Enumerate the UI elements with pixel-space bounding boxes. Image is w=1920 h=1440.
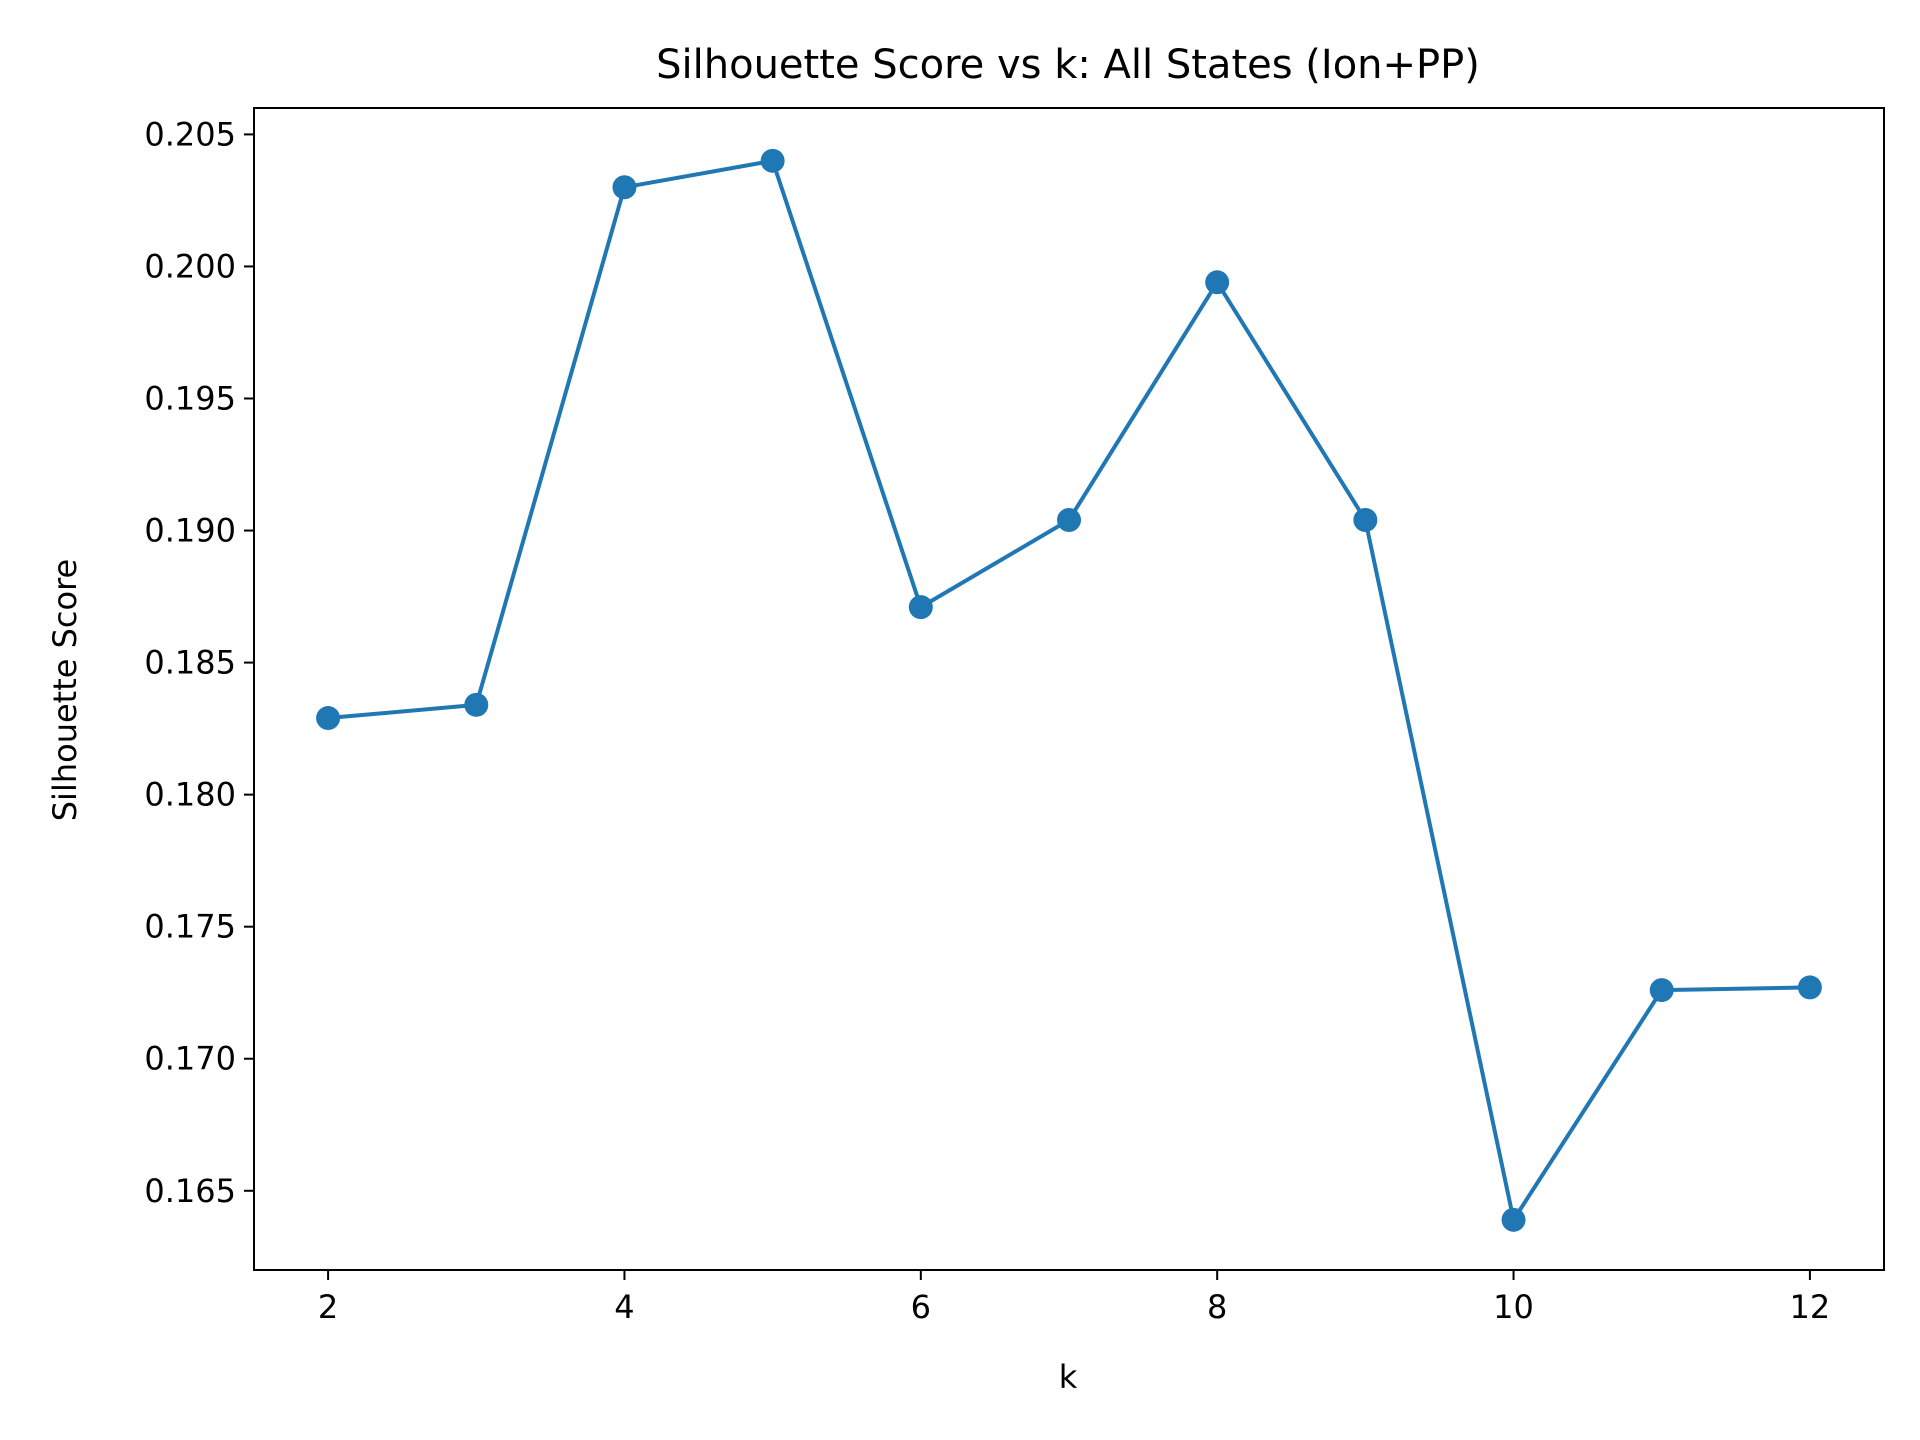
x-axis-label: k <box>1059 1358 1078 1396</box>
x-tick-label: 12 <box>1790 1288 1831 1326</box>
x-tick-label: 4 <box>614 1288 634 1326</box>
data-point <box>908 595 933 620</box>
data-point <box>612 175 637 200</box>
data-point <box>1057 507 1081 532</box>
chart-title: Silhouette Score vs k: All States (Ion+P… <box>656 42 1480 88</box>
plot-frame <box>253 107 1885 1271</box>
x-axis-ticks: 2 4 6 8 10 12 <box>318 1270 1830 1326</box>
data-point <box>1205 270 1230 295</box>
data-point <box>760 148 785 173</box>
data-point <box>1797 975 1822 1000</box>
x-tick-label: 8 <box>1207 1288 1227 1326</box>
y-tick-label: 0.185 <box>144 644 236 682</box>
data-point <box>316 706 341 731</box>
x-tick-label: 2 <box>318 1288 338 1326</box>
data-point <box>464 692 489 717</box>
data-point <box>1353 507 1378 532</box>
data-point <box>1501 1207 1526 1232</box>
y-axis-ticks: 0.165 0.170 0.175 0.180 0.185 0.190 0.195 0.200… <box>144 115 254 1210</box>
y-axis-label: Silhouette Score <box>46 559 84 822</box>
data-point <box>1649 978 1674 1003</box>
y-tick-label: 0.190 <box>144 512 236 550</box>
x-tick-label: 10 <box>1493 1288 1534 1326</box>
y-tick-label: 0.180 <box>144 776 236 814</box>
y-tick-label: 0.200 <box>144 247 236 285</box>
y-tick-label: 0.205 <box>144 115 236 153</box>
x-tick-label: 6 <box>911 1288 931 1326</box>
y-tick-label: 0.170 <box>144 1040 236 1078</box>
y-tick-label: 0.175 <box>144 908 236 946</box>
y-tick-label: 0.195 <box>144 380 236 418</box>
plot-area <box>316 148 1822 1232</box>
y-tick-label: 0.165 <box>144 1172 236 1210</box>
